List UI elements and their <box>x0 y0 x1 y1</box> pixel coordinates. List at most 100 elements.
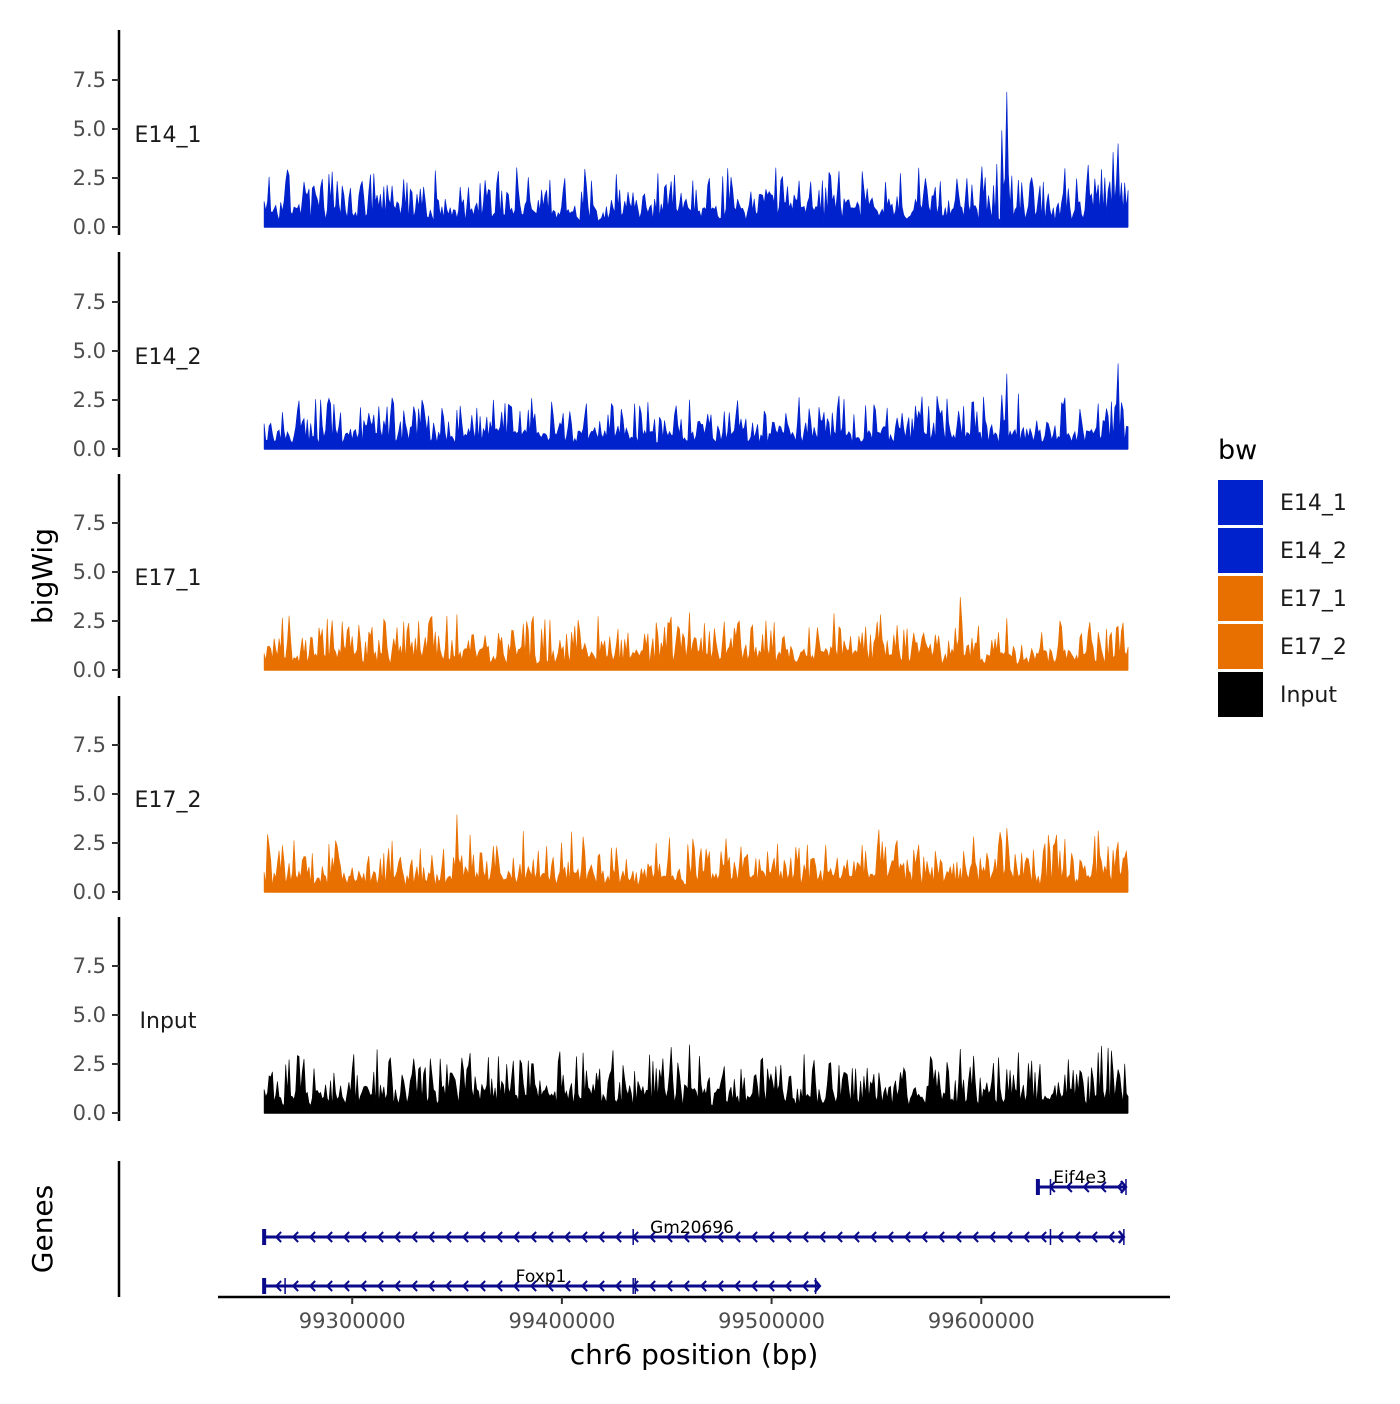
strand-arrow <box>971 1231 979 1243</box>
y-tick-label: 7.5 <box>73 290 106 314</box>
strand-arrow <box>342 1231 350 1243</box>
strand-arrow <box>614 1231 622 1243</box>
strand-arrow <box>444 1280 452 1292</box>
exon <box>1049 1179 1052 1195</box>
strand-arrow <box>495 1280 503 1292</box>
exon <box>634 1278 637 1294</box>
strand-arrow <box>767 1231 775 1243</box>
strand-arrow <box>580 1280 588 1292</box>
x-tick-label: 99600000 <box>928 1309 1035 1333</box>
strand-arrow <box>1065 1181 1073 1193</box>
strand-arrow <box>801 1280 809 1292</box>
strand-arrow <box>682 1231 690 1243</box>
exon <box>814 1278 817 1294</box>
strand-arrow <box>308 1280 316 1292</box>
strand-arrow <box>325 1280 333 1292</box>
strand-arrow <box>529 1280 537 1292</box>
strand-arrow <box>750 1280 758 1292</box>
y-axis-title: bigWig <box>26 528 59 624</box>
track-panels: 0.0 2.5 5.0 7.5 E14_1 0.0 2.5 5.0 7.5 E14_2 0.0 2.5… <box>73 30 1129 1125</box>
track-label-e14_1: E14_1 <box>135 123 202 148</box>
strand-arrow <box>665 1280 673 1292</box>
y-tick-label: 2.5 <box>73 388 106 412</box>
strand-arrow <box>274 1280 282 1292</box>
gene-label: Eif4e3 <box>1053 1168 1107 1188</box>
strand-arrow <box>784 1280 792 1292</box>
legend-label: E17_1 <box>1280 587 1347 612</box>
legend-swatch <box>1218 528 1263 573</box>
legend-swatch <box>1218 624 1263 669</box>
signal-area-input <box>263 1044 1129 1114</box>
x-tick-label: 99300000 <box>299 1309 406 1333</box>
legend-label: E17_2 <box>1280 635 1347 660</box>
signal-area-e14_1 <box>263 91 1129 228</box>
legend-swatch <box>1218 576 1263 621</box>
strand-arrow <box>699 1280 707 1292</box>
legend-item-e17_1: E17_1 <box>1218 576 1347 621</box>
gene-end-cap <box>813 1279 822 1293</box>
y-tick-label: 2.5 <box>73 831 106 855</box>
signal-area-e17_1 <box>263 597 1129 671</box>
y-tick-label: 5.0 <box>73 339 106 363</box>
strand-arrow <box>903 1231 911 1243</box>
y-tick-label: 5.0 <box>73 560 106 584</box>
strand-arrow <box>359 1280 367 1292</box>
strand-arrow <box>546 1231 554 1243</box>
strand-arrow <box>869 1231 877 1243</box>
strand-arrow <box>988 1231 996 1243</box>
y-tick-label: 7.5 <box>73 954 106 978</box>
strand-arrow <box>648 1280 656 1292</box>
strand-arrow <box>597 1231 605 1243</box>
strand-arrow <box>784 1231 792 1243</box>
track-panel-input: 0.0 2.5 5.0 7.5 Input <box>73 917 1129 1125</box>
strand-arrow <box>1107 1231 1115 1243</box>
legend-swatch <box>1218 672 1263 717</box>
gene-gm20696: Gm20696 <box>262 1218 1126 1245</box>
strand-arrow <box>495 1231 503 1243</box>
strand-arrow <box>614 1280 622 1292</box>
y-tick-label: 5.0 <box>73 1003 106 1027</box>
genes-panel: Eif4e3 Gm20696 Foxp1 <box>117 1161 1128 1297</box>
y-tick-label: 7.5 <box>73 68 106 92</box>
x-tick-label: 99500000 <box>718 1309 825 1333</box>
x-axis-title: chr6 position (bp) <box>570 1338 819 1371</box>
legend-label: Input <box>1280 683 1337 708</box>
track-label-e17_1: E17_1 <box>135 566 202 591</box>
y-tick-label: 5.0 <box>73 117 106 141</box>
strand-arrow <box>478 1280 486 1292</box>
strand-arrow <box>563 1231 571 1243</box>
legend-item-input: Input <box>1218 672 1337 717</box>
y-tick-label: 5.0 <box>73 782 106 806</box>
strand-arrow <box>325 1231 333 1243</box>
track-label-e14_2: E14_2 <box>135 345 202 370</box>
y-tick-label: 2.5 <box>73 609 106 633</box>
strand-arrow <box>767 1280 775 1292</box>
strand-arrow <box>733 1280 741 1292</box>
strand-arrow <box>274 1231 282 1243</box>
strand-arrow <box>1099 1181 1107 1193</box>
strand-arrow <box>410 1231 418 1243</box>
strand-arrow <box>342 1280 350 1292</box>
strand-arrow <box>801 1231 809 1243</box>
strand-arrow <box>716 1231 724 1243</box>
gene-label: Gm20696 <box>650 1218 734 1238</box>
y-tick-label: 7.5 <box>73 511 106 535</box>
exon <box>262 1229 267 1245</box>
strand-arrow <box>427 1231 435 1243</box>
y-tick-label: 0.0 <box>73 215 106 239</box>
track-panel-e17_2: 0.0 2.5 5.0 7.5 E17_2 <box>73 696 1129 904</box>
exon <box>1035 1179 1040 1195</box>
strand-arrow <box>665 1231 673 1243</box>
legend-item-e17_2: E17_2 <box>1218 624 1347 669</box>
legend-item-e14_2: E14_2 <box>1218 528 1347 573</box>
track-label-e17_2: E17_2 <box>135 788 202 813</box>
track-label-input: Input <box>140 1009 197 1034</box>
strand-arrow <box>376 1231 384 1243</box>
strand-arrow <box>512 1280 520 1292</box>
strand-arrow <box>427 1280 435 1292</box>
y-tick-label: 0.0 <box>73 880 106 904</box>
strand-arrow <box>1090 1231 1098 1243</box>
x-axis: 99300000 99400000 99500000 99600000 <box>218 1295 1170 1333</box>
gene-foxp1: Foxp1 <box>262 1267 822 1294</box>
